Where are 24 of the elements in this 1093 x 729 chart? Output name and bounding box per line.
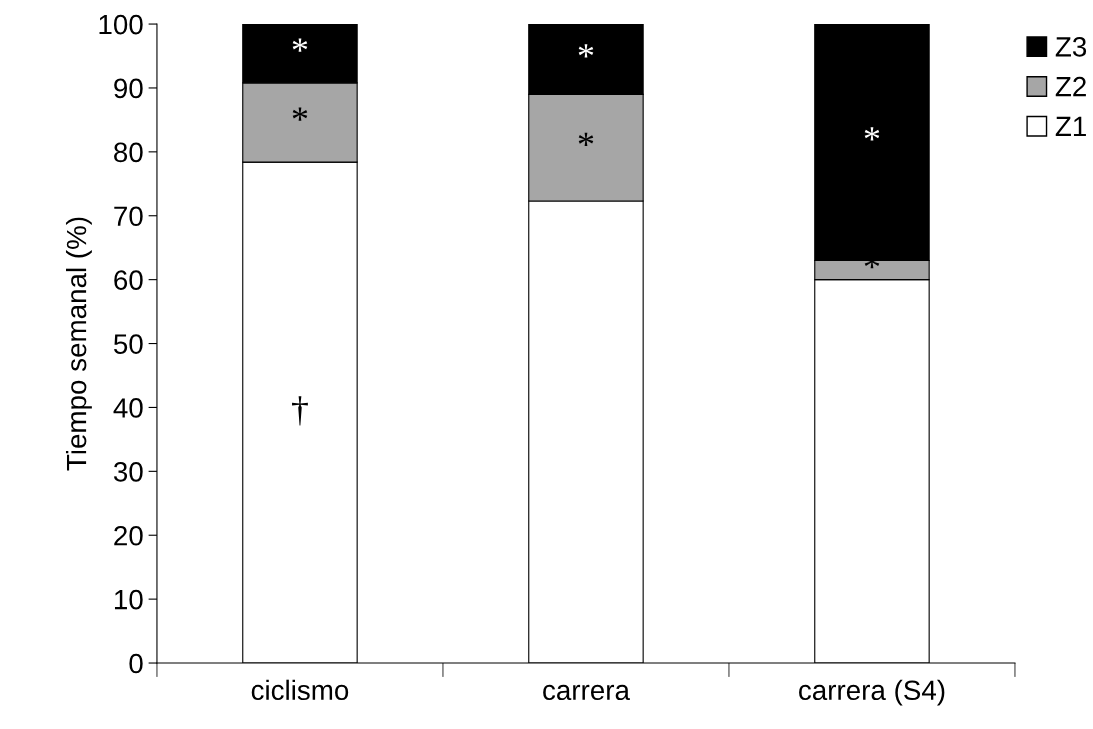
- y-tick-label: 70: [114, 206, 143, 227]
- legend-label: Z3: [1055, 37, 1087, 57]
- data-label: *: [292, 38, 308, 52]
- legend-label: Z1: [1055, 116, 1086, 136]
- y-tick-label: 60: [114, 270, 143, 290]
- y-tick-label: 30: [113, 462, 143, 482]
- x-tick-label: carrera: [543, 684, 630, 701]
- y-axis-title: Tiempo semanal (%): [65, 217, 92, 471]
- y-tick-label: 20: [114, 525, 143, 546]
- data-label: *: [864, 127, 880, 141]
- y-tick-label: 50: [113, 334, 143, 354]
- data-label: *: [578, 44, 594, 58]
- x-tick-label: carrera (S4): [799, 679, 945, 706]
- data-label: *: [292, 107, 308, 121]
- legend-label: Z2: [1055, 76, 1086, 97]
- y-tick-label: 90: [114, 78, 143, 99]
- data-label: *: [578, 132, 594, 146]
- y-tick-label: 0: [129, 653, 143, 674]
- y-tick-label: 80: [114, 142, 143, 163]
- y-tick-label: 10: [114, 589, 143, 610]
- x-tick-label: ciclismo: [251, 679, 349, 701]
- y-tick-label: 40: [113, 398, 143, 418]
- y-tick-label: 100: [99, 14, 143, 35]
- data-label: †: [292, 396, 308, 426]
